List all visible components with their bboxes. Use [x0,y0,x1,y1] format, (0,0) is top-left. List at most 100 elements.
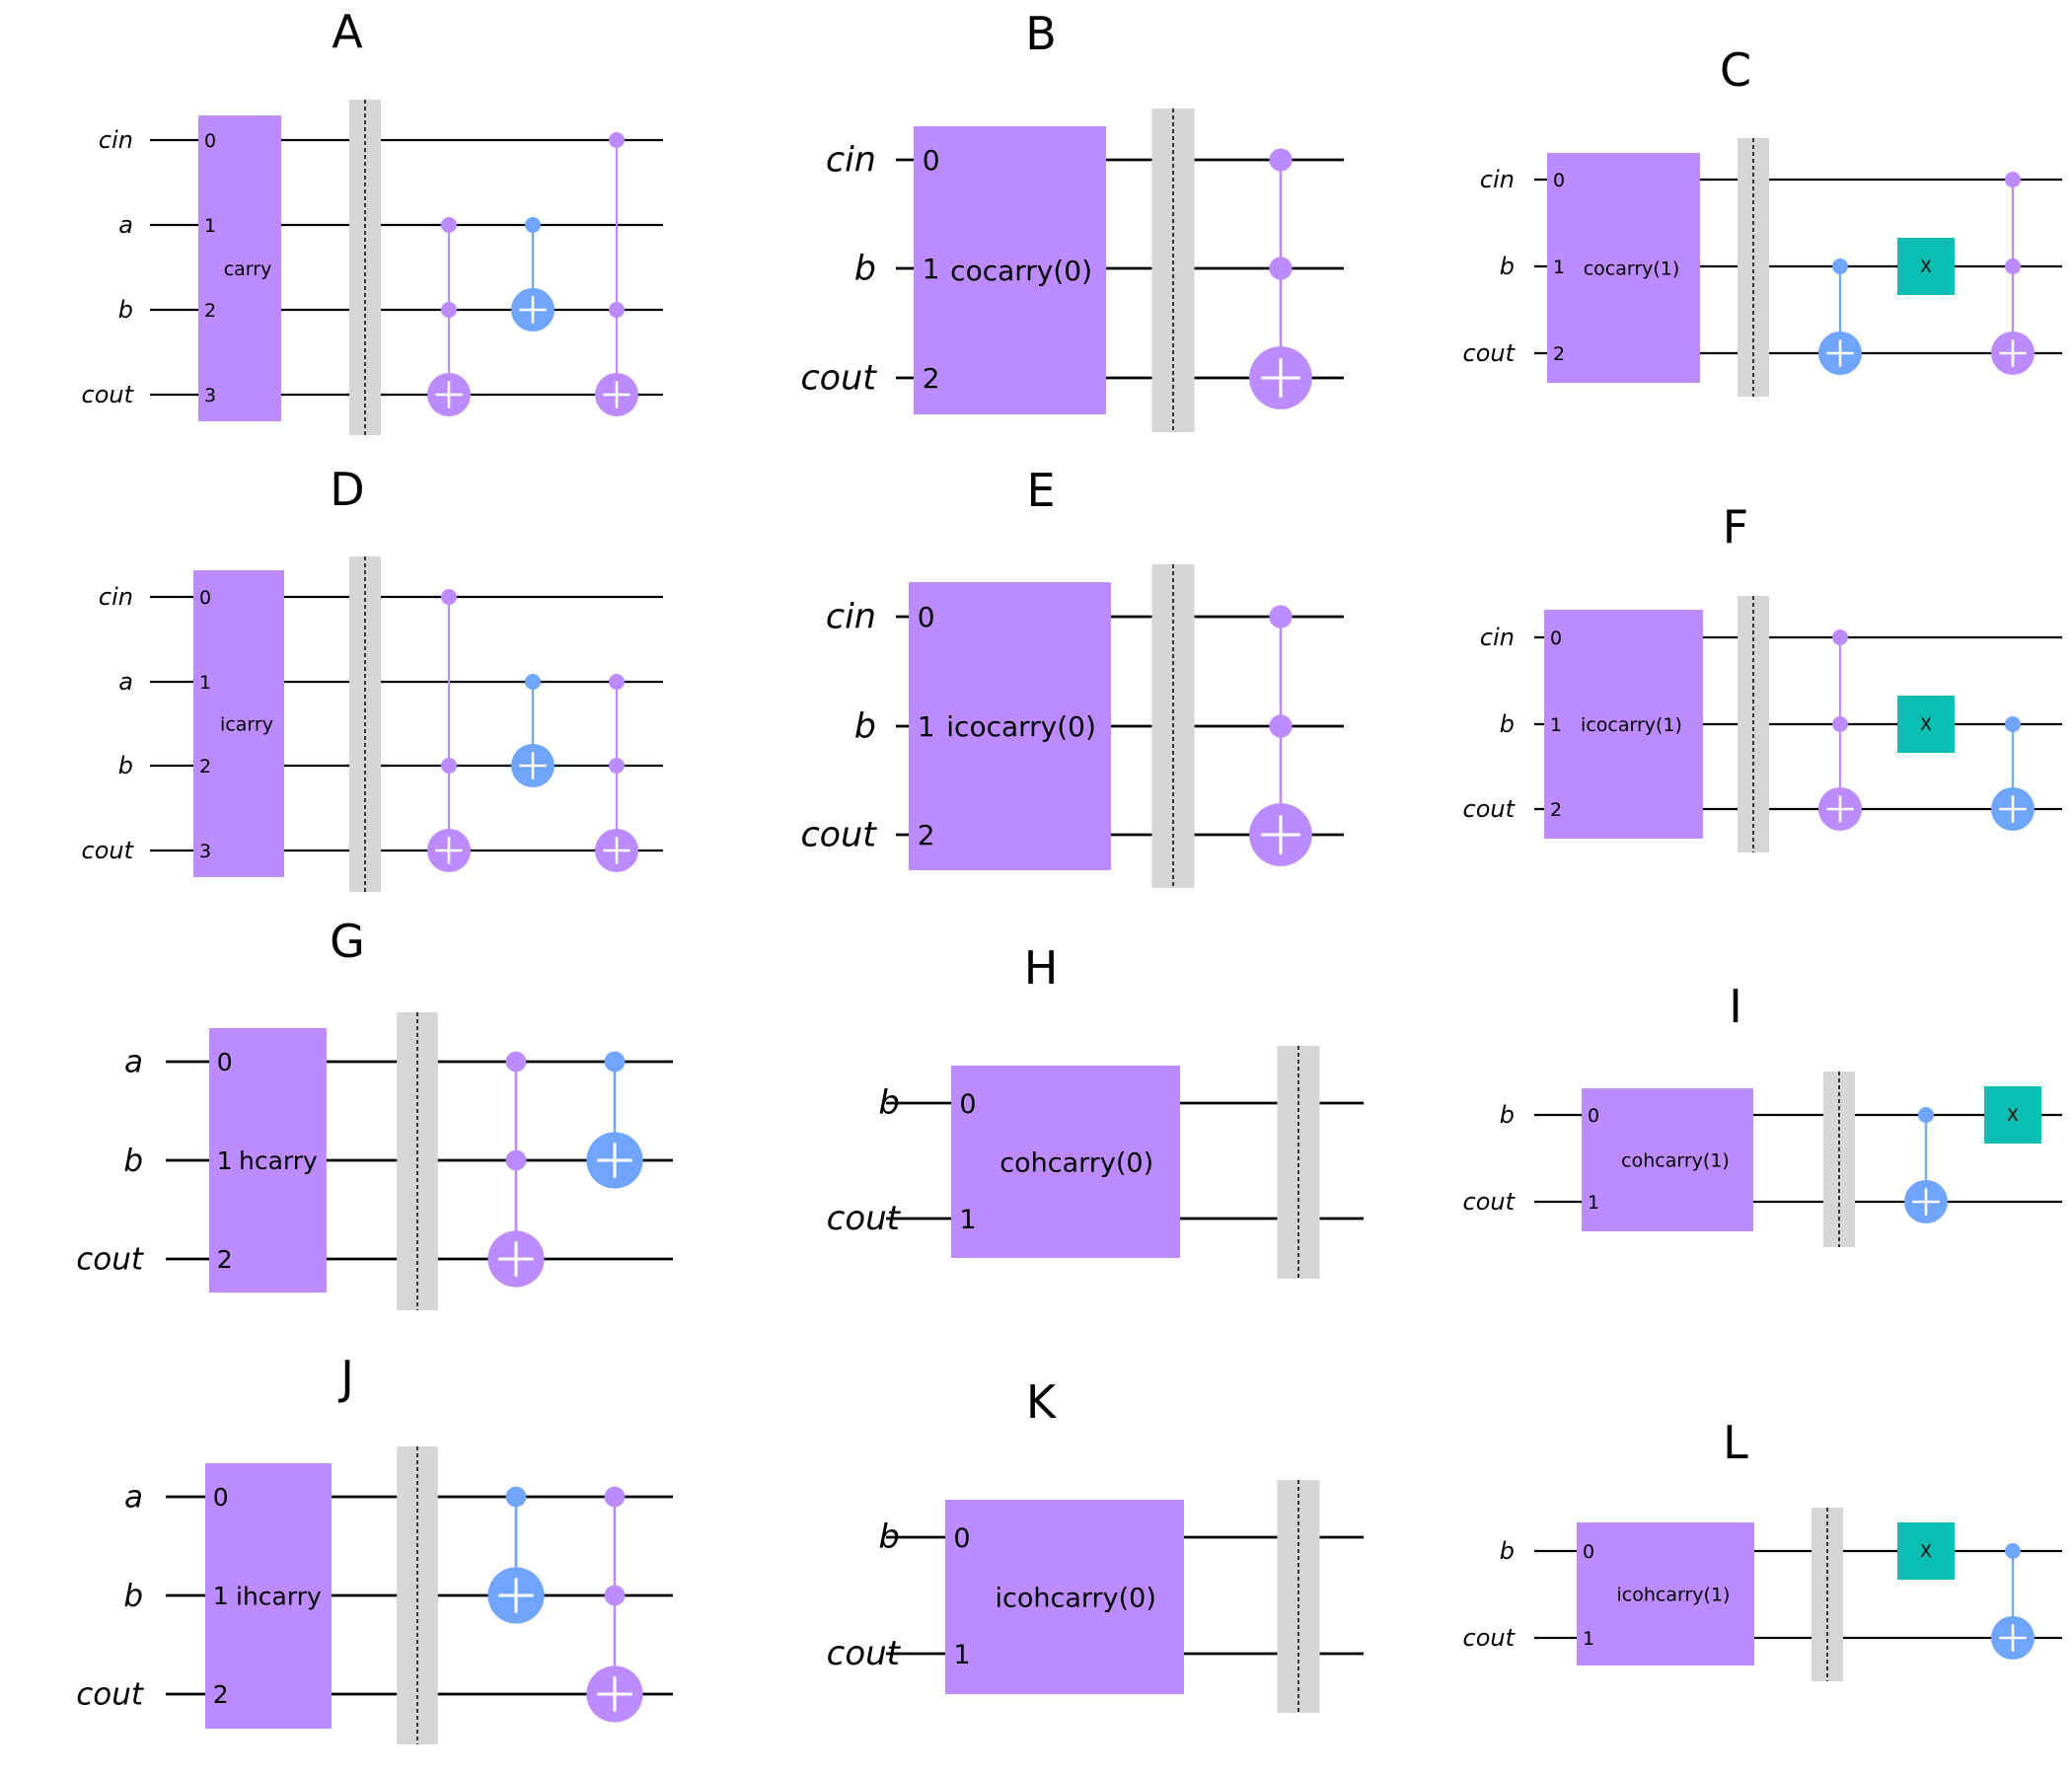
gate-port-label: 1 [1583,1628,1594,1650]
wire-label: b [1500,253,1515,280]
composite-gate [205,1463,332,1729]
composite-gate [198,115,281,421]
control-dot [505,1486,527,1508]
gate-port-label: 0 [204,130,216,152]
control-dot [1918,1107,1934,1123]
wire-label: a [118,668,133,696]
control-dot [505,1051,527,1073]
wire-label: cout [76,1676,145,1712]
circuit-panel-k: Kb cout 0 1 icohcarry(0) [827,1375,1364,1713]
gate-port-label: 1 [959,1205,976,1235]
control-dot [609,302,625,318]
gate-port-label: 0 [959,1089,976,1120]
wire-label: b [878,1517,900,1557]
x-gate-label: X [1920,715,1932,735]
wire-label: b [123,1578,143,1613]
control-dot [609,132,625,148]
composite-gate [909,582,1111,870]
control-dot [441,302,457,318]
composite-gate [1547,153,1700,383]
composite-gate [945,1500,1184,1694]
gate-port-label: 2 [199,756,211,777]
wire-label: cout [1463,1624,1517,1652]
wire-label: cout [76,1241,145,1277]
wire-label: b [123,1143,143,1178]
panel-title: K [1026,1375,1058,1429]
control-dot [1269,257,1293,280]
gate-port-label: 0 [1550,628,1562,649]
control-dot [1832,716,1848,732]
gate-port-label: 1 [953,1640,970,1670]
wire-label: cout [827,1634,902,1673]
gate-port-label: 1 [918,710,935,743]
panel-title: B [1025,7,1057,60]
control-dot [505,1149,527,1171]
gate-port-label: 0 [923,144,940,177]
control-dot [2005,172,2021,187]
wire-label: b [1500,710,1515,738]
wire-label: cin [99,126,133,154]
wire-label: cout [800,816,877,855]
composite-gate [1544,610,1703,839]
control-dot [441,589,457,605]
gate-port-label: 2 [204,300,216,322]
gate-port-label: 1 [213,1582,229,1610]
composite-gate-label: icarry [220,714,273,736]
wire-label: b [854,250,876,289]
wire-label: b [118,752,133,779]
control-dot [604,1585,626,1606]
composite-gate-label: icocarry(0) [946,710,1096,743]
composite-gate [1577,1522,1754,1665]
composite-gate [193,570,284,877]
circuit-panel-l: Lb cout 0 1 icohcarry(1) X [1463,1416,2062,1681]
circuit-panel-j: Ja b cout 0 1 2 ihcarry [76,1351,673,1744]
control-dot [1832,259,1848,274]
gate-port-label: 0 [213,1483,229,1512]
wire-label: cout [800,359,877,399]
gate-port-label: 1 [1550,714,1562,736]
wire-label: cout [82,381,135,408]
circuit-panel-h: Hb cout 0 1 cohcarry(0) [827,941,1364,1279]
control-dot [441,217,457,233]
wire-label: cin [1480,624,1515,651]
panel-title: I [1729,980,1742,1033]
control-dot [609,758,625,774]
panel-title: H [1024,941,1059,995]
gate-port-label: 3 [204,385,216,407]
control-dot [525,674,541,690]
gate-port-label: 0 [1583,1541,1594,1563]
wire-label: b [1500,1537,1515,1565]
circuit-panel-g: Ga b cout 0 1 2 hcarry [76,915,673,1310]
wire-label: b [854,707,876,747]
gate-port-label: 0 [217,1048,233,1076]
x-gate [1897,238,1955,295]
control-dot [2005,716,2021,732]
x-gate-label: X [1920,1542,1932,1562]
wire-label: cout [1463,795,1517,823]
gate-port-label: 2 [1553,343,1565,365]
gate-port-label: 0 [199,587,211,609]
composite-gate-label: ihcarry [236,1583,322,1611]
panel-title: G [330,915,365,968]
control-dot [1832,629,1848,645]
gate-port-label: 1 [1553,257,1565,278]
control-dot [441,758,457,774]
composite-gate-label: carry [224,259,272,280]
panel-title: E [1026,464,1055,517]
wire-label: a [124,1044,143,1079]
control-dot [2005,259,2021,274]
panel-title: L [1723,1416,1748,1469]
gate-port-label: 1 [217,1147,233,1175]
gate-port-label: 2 [1550,799,1562,821]
panel-title: C [1720,43,1751,97]
composite-gate-label: cohcarry(0) [999,1147,1153,1178]
barrier [1823,1072,1855,1247]
x-gate-label: X [2007,1106,2019,1126]
control-dot [525,217,541,233]
